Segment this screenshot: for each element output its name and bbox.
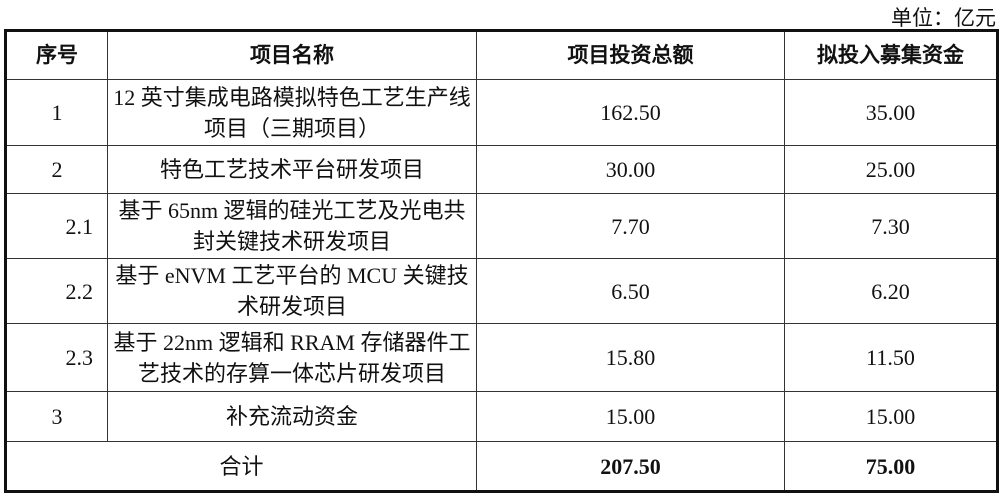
raised-funds: 35.00	[784, 79, 998, 146]
project-name: 基于 22nm 逻辑和 RRAM 存储器件工艺技术的存算一体芯片研发项目	[107, 323, 477, 392]
raised-funds: 6.20	[784, 258, 998, 324]
header-name: 项目名称	[107, 30, 477, 80]
total-investment: 162.50	[476, 79, 785, 146]
raised-funds: 11.50	[784, 323, 998, 392]
total-investment: 15.80	[476, 323, 785, 392]
row-number: 2.1	[5, 193, 108, 259]
total-investment: 30.00	[476, 145, 785, 194]
total-row: 合计 207.50 75.00	[5, 441, 998, 492]
project-name: 基于 eNVM 工艺平台的 MCU 关键技术研发项目	[107, 258, 477, 324]
row-number: 2.3	[5, 323, 108, 392]
table-row: 2.3 基于 22nm 逻辑和 RRAM 存储器件工艺技术的存算一体芯片研发项目 1…	[5, 323, 998, 392]
investment-table: 序号 项目名称 项目投资总额 拟投入募集资金 1 12 英寸集成电路模拟特色工艺生…	[4, 29, 999, 493]
total-investment: 7.70	[476, 193, 785, 259]
row-number: 2	[5, 145, 108, 194]
total-label: 合计	[5, 441, 477, 492]
row-number: 2.2	[5, 258, 108, 324]
project-name: 补充流动资金	[107, 391, 477, 442]
project-name: 基于 65nm 逻辑的硅光工艺及光电共封关键技术研发项目	[107, 193, 477, 259]
table-row: 3 补充流动资金 15.00 15.00	[5, 391, 998, 442]
table-row: 2 特色工艺技术平台研发项目 30.00 25.00	[5, 145, 998, 194]
header-no: 序号	[5, 30, 108, 80]
table-row: 2.1 基于 65nm 逻辑的硅光工艺及光电共封关键技术研发项目 7.70 7.30	[5, 193, 998, 259]
raised-funds-sum: 75.00	[784, 441, 998, 492]
project-name: 特色工艺技术平台研发项目	[107, 145, 477, 194]
total-investment: 6.50	[476, 258, 785, 324]
table-row: 2.2 基于 eNVM 工艺平台的 MCU 关键技术研发项目 6.50 6.20	[5, 258, 998, 324]
raised-funds: 25.00	[784, 145, 998, 194]
unit-label: 单位：亿元	[891, 6, 996, 30]
raised-funds: 7.30	[784, 193, 998, 259]
header-total: 项目投资总额	[476, 30, 785, 80]
project-name: 12 英寸集成电路模拟特色工艺生产线项目（三期项目）	[107, 79, 477, 146]
row-number: 3	[5, 391, 108, 442]
total-investment-sum: 207.50	[476, 441, 785, 492]
row-number: 1	[5, 79, 108, 146]
total-investment: 15.00	[476, 391, 785, 442]
raised-funds: 15.00	[784, 391, 998, 442]
header-raised: 拟投入募集资金	[784, 30, 998, 80]
table-row: 1 12 英寸集成电路模拟特色工艺生产线项目（三期项目） 162.50 35.00	[5, 79, 998, 146]
table-header-row: 序号 项目名称 项目投资总额 拟投入募集资金	[5, 30, 998, 80]
